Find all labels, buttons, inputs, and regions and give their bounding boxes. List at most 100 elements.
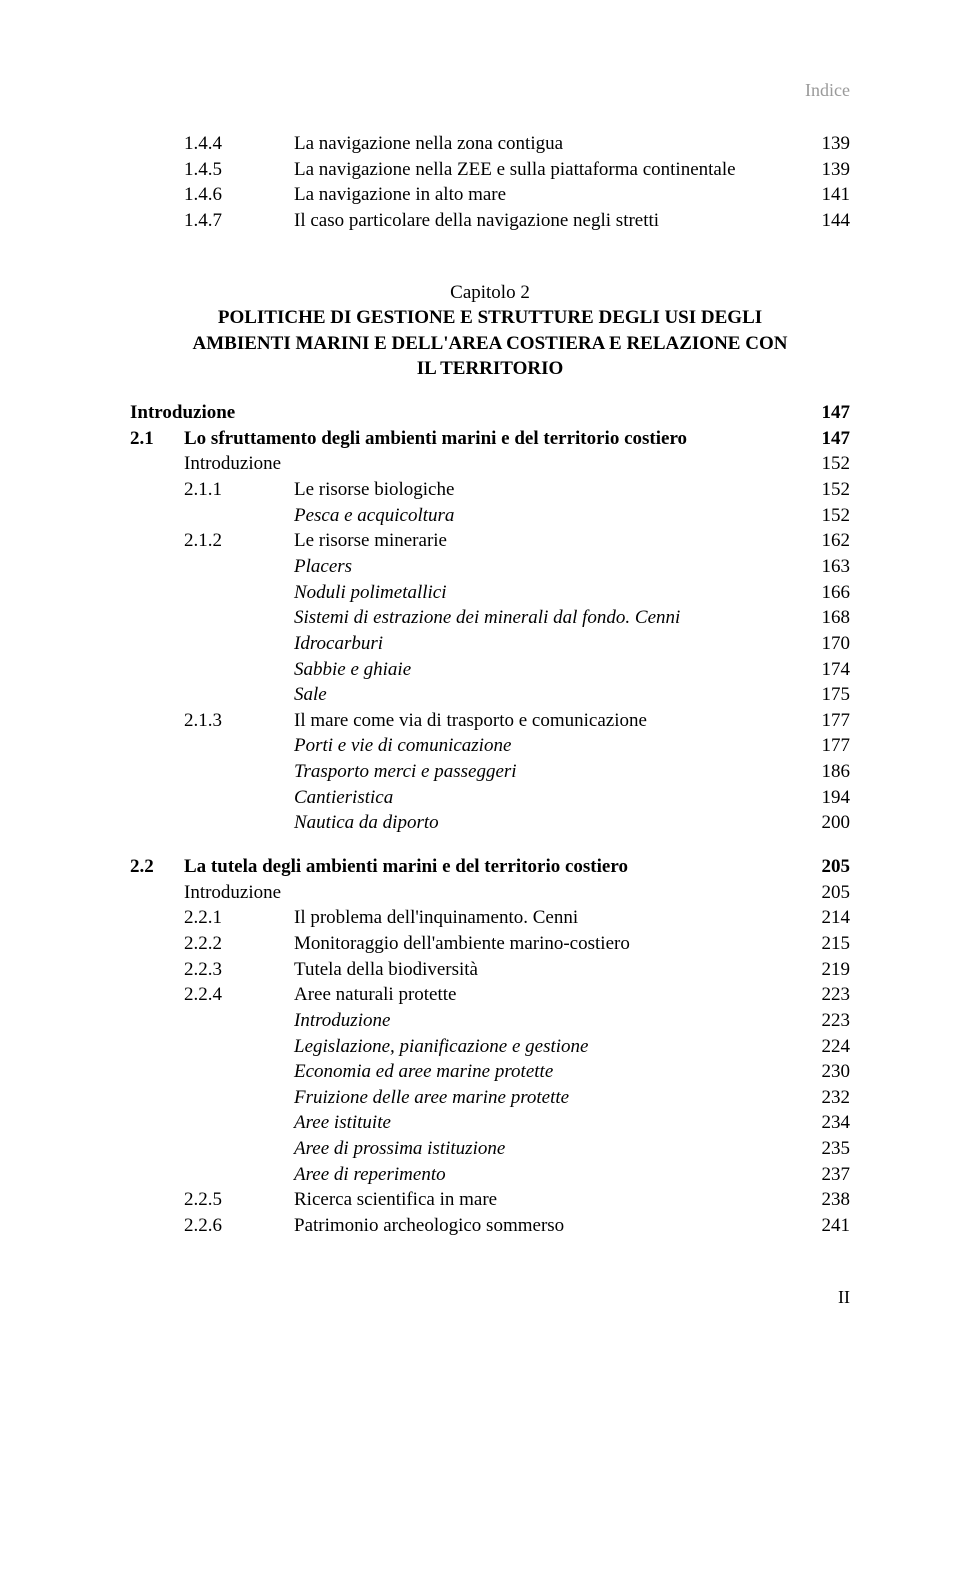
toc-row: 2.2.2Monitoraggio dell'ambiente marino-c…: [130, 931, 850, 957]
toc-page: 177: [822, 708, 851, 734]
toc-row: Introduzione223: [130, 1008, 850, 1034]
toc-row: 2.1Lo sfruttamento degli ambienti marini…: [130, 426, 850, 452]
toc-title: La navigazione nella zona contigua: [294, 131, 822, 157]
toc-row: Trasporto merci e passeggeri186: [130, 759, 850, 785]
chapter-label: Capitolo 2: [130, 280, 850, 306]
toc-title: Sabbie e ghiaie: [130, 657, 822, 683]
toc-row: 2.1.3Il mare come via di trasporto e com…: [130, 708, 850, 734]
toc-page: 177: [822, 733, 851, 759]
toc-row: 1.4.4La navigazione nella zona contigua1…: [130, 131, 850, 157]
toc-page: 219: [822, 957, 851, 983]
toc-title: Il mare come via di trasporto e comunica…: [294, 708, 822, 734]
toc-title: Sale: [130, 682, 822, 708]
toc-row: Economia ed aree marine protette230: [130, 1059, 850, 1085]
toc-title: Fruizione delle aree marine protette: [130, 1085, 822, 1111]
toc-page: 144: [822, 208, 851, 234]
toc-number: 2.2: [130, 854, 184, 880]
toc-title: Il problema dell'inquinamento. Cenni: [294, 905, 822, 931]
toc-row: Sistemi di estrazione dei minerali dal f…: [130, 605, 850, 631]
toc-number: 2.1.1: [130, 477, 294, 503]
toc-title: Cantieristica: [130, 785, 822, 811]
toc-row: Aree istituite234: [130, 1110, 850, 1136]
toc-title: La navigazione in alto mare: [294, 182, 822, 208]
toc-number: 1.4.7: [130, 208, 294, 234]
toc-number: 2.1: [130, 426, 184, 452]
toc-row: Legislazione, pianificazione e gestione2…: [130, 1034, 850, 1060]
toc-number: 2.1.2: [130, 528, 294, 554]
toc-page: 186: [822, 759, 851, 785]
page-header-label: Indice: [130, 80, 850, 101]
toc-number: 1.4.4: [130, 131, 294, 157]
toc-row: 2.2.5Ricerca scientifica in mare238: [130, 1187, 850, 1213]
toc-page: 200: [822, 810, 851, 836]
toc-number: 1.4.6: [130, 182, 294, 208]
toc-title: Introduzione: [130, 1008, 822, 1034]
toc-page: 175: [822, 682, 851, 708]
toc-page: 147: [822, 400, 851, 426]
toc-page: 237: [822, 1162, 851, 1188]
toc-title: Il caso particolare della navigazione ne…: [294, 208, 822, 234]
toc-title: Ricerca scientifica in mare: [294, 1187, 822, 1213]
toc-title: Lo sfruttamento degli ambienti marini e …: [184, 426, 822, 452]
toc-row: Porti e vie di comunicazione177: [130, 733, 850, 759]
toc-page: 152: [822, 477, 851, 503]
toc-page: 141: [822, 182, 851, 208]
toc-row: 1.4.5La navigazione nella ZEE e sulla pi…: [130, 157, 850, 183]
toc-title: Patrimonio archeologico sommerso: [294, 1213, 822, 1239]
toc-page: 174: [822, 657, 851, 683]
toc-page: 152: [822, 451, 851, 477]
toc-block-2: Introduzione1472.1Lo sfruttamento degli …: [130, 400, 850, 836]
toc-number: 2.2.4: [130, 982, 294, 1008]
toc-number: 2.2.2: [130, 931, 294, 957]
toc-page: 205: [822, 880, 851, 906]
toc-page: 235: [822, 1136, 851, 1162]
toc-title: Idrocarburi: [130, 631, 822, 657]
toc-row: Introduzione205: [130, 880, 850, 906]
toc-title: Introduzione: [130, 880, 822, 906]
toc-row: 2.1.2Le risorse minerarie162: [130, 528, 850, 554]
toc-row: Sabbie e ghiaie174: [130, 657, 850, 683]
toc-title: Le risorse biologiche: [294, 477, 822, 503]
toc-title: Introduzione: [130, 400, 822, 426]
toc-row: Aree di prossima istituzione235: [130, 1136, 850, 1162]
toc-page: 194: [822, 785, 851, 811]
toc-title: La tutela degli ambienti marini e del te…: [184, 854, 822, 880]
toc-row: 2.2.4Aree naturali protette223: [130, 982, 850, 1008]
toc-title: Aree di prossima istituzione: [130, 1136, 822, 1162]
toc-row: Aree di reperimento237: [130, 1162, 850, 1188]
toc-title: Tutela della biodiversità: [294, 957, 822, 983]
toc-page: 241: [822, 1213, 851, 1239]
chapter-title-line: POLITICHE DI GESTIONE E STRUTTURE DEGLI …: [130, 305, 850, 331]
toc-number: 2.2.5: [130, 1187, 294, 1213]
page-number: II: [130, 1287, 850, 1308]
toc-row: 2.2.6Patrimonio archeologico sommerso241: [130, 1213, 850, 1239]
toc-title: Legislazione, pianificazione e gestione: [130, 1034, 822, 1060]
toc-row: 1.4.6La navigazione in alto mare141: [130, 182, 850, 208]
toc-title: Aree naturali protette: [294, 982, 822, 1008]
toc-row: Placers163: [130, 554, 850, 580]
document-page: Indice 1.4.4La navigazione nella zona co…: [0, 0, 960, 1368]
toc-page: 170: [822, 631, 851, 657]
toc-row: Fruizione delle aree marine protette232: [130, 1085, 850, 1111]
toc-block-top: 1.4.4La navigazione nella zona contigua1…: [130, 131, 850, 234]
toc-title: Noduli polimetallici: [130, 580, 822, 606]
toc-page: 166: [822, 580, 851, 606]
toc-number: 2.2.6: [130, 1213, 294, 1239]
chapter-title-line: AMBIENTI MARINI E DELL'AREA COSTIERA E R…: [130, 331, 850, 357]
toc-row: Cantieristica194: [130, 785, 850, 811]
toc-number: 2.1.3: [130, 708, 294, 734]
toc-title: Pesca e acquicoltura: [130, 503, 822, 529]
toc-page: 232: [822, 1085, 851, 1111]
toc-title: Introduzione: [130, 451, 822, 477]
toc-row: 2.1.1Le risorse biologiche152: [130, 477, 850, 503]
toc-number: 1.4.5: [130, 157, 294, 183]
toc-number: 2.2.3: [130, 957, 294, 983]
toc-page: 139: [822, 131, 851, 157]
toc-title: Sistemi di estrazione dei minerali dal f…: [130, 605, 822, 631]
toc-row: 1.4.7Il caso particolare della navigazio…: [130, 208, 850, 234]
toc-title: Trasporto merci e passeggeri: [130, 759, 822, 785]
toc-page: 234: [822, 1110, 851, 1136]
toc-page: 168: [822, 605, 851, 631]
toc-row: 2.2.3Tutela della biodiversità219: [130, 957, 850, 983]
toc-page: 223: [822, 1008, 851, 1034]
